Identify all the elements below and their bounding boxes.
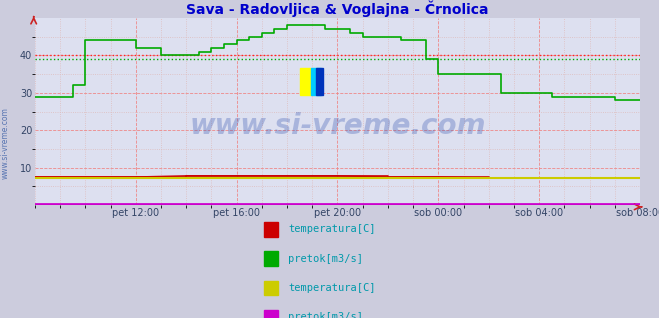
Bar	[264, 222, 278, 237]
Bar	[300, 68, 311, 95]
Bar	[264, 281, 278, 295]
Text: pretok[m3/s]: pretok[m3/s]	[288, 312, 363, 318]
Title: Sava - Radovljica & Voglajna - Črnolica: Sava - Radovljica & Voglajna - Črnolica	[186, 0, 489, 17]
Text: temperatura[C]: temperatura[C]	[288, 283, 376, 293]
Text: pretok[m3/s]: pretok[m3/s]	[288, 254, 363, 264]
Bar	[264, 251, 278, 266]
Text: www.si-vreme.com: www.si-vreme.com	[1, 107, 10, 179]
Bar	[311, 68, 320, 95]
Text: temperatura[C]: temperatura[C]	[288, 224, 376, 234]
Bar	[264, 310, 278, 318]
Bar	[316, 68, 323, 95]
Text: www.si-vreme.com: www.si-vreme.com	[189, 113, 486, 141]
